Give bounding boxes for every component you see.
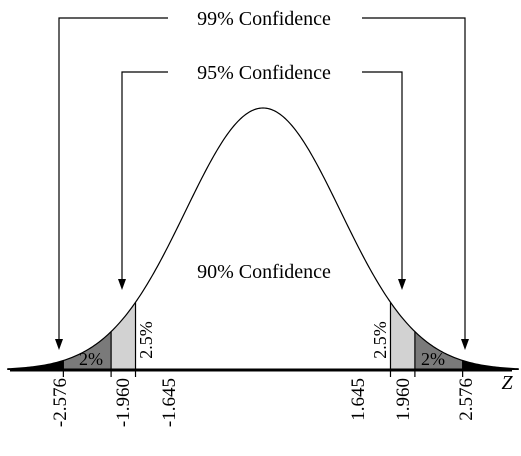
right-inner-tail-region <box>390 302 415 370</box>
tick-label-1645: 1.645 <box>348 378 369 421</box>
left-outer-tail-region <box>7 360 64 370</box>
left-mid-percent: 2.5% <box>136 321 156 359</box>
ci99-right-arrowhead <box>461 339 469 350</box>
left-inner-tail-region <box>111 302 136 370</box>
ci95-left-arrow-line <box>121 71 168 282</box>
ci99-bracket <box>58 17 466 342</box>
left-middle-tail-region <box>63 331 112 370</box>
right-middle-tail-region <box>414 331 463 370</box>
left-outer-percent: 2% <box>79 349 103 369</box>
tick-label-1960: 1.960 <box>393 378 414 421</box>
ci90-label: 90% Confidence <box>197 261 331 283</box>
boundary-lines <box>62 302 464 370</box>
ci95-bracket <box>121 71 403 282</box>
right-outer-tail-region <box>462 360 519 370</box>
ci95-right-arrowhead <box>398 279 406 290</box>
right-mid-percent: 2.5% <box>370 321 390 359</box>
bell-curve <box>7 107 519 370</box>
ci99-left-arrowhead <box>55 339 63 350</box>
ci95-left-arrowhead <box>118 279 126 290</box>
tick-label-neg-1645: -1.645 <box>159 378 180 427</box>
ci99-label: 99% Confidence <box>197 8 331 30</box>
ci99-right-arrow-line <box>362 17 466 342</box>
ci99-left-arrow-line <box>58 17 168 342</box>
tick-label-neg-2576: -2.576 <box>50 378 71 427</box>
tick-label-neg-1960: -1.960 <box>113 378 134 427</box>
ci95-right-arrow-line <box>362 71 403 282</box>
ci95-label: 95% Confidence <box>197 62 331 84</box>
right-outer-percent: 2% <box>421 349 445 369</box>
tick-marks <box>62 370 464 377</box>
z-axis-label: Z <box>501 372 513 394</box>
tick-label-2576: 2.576 <box>456 378 477 421</box>
